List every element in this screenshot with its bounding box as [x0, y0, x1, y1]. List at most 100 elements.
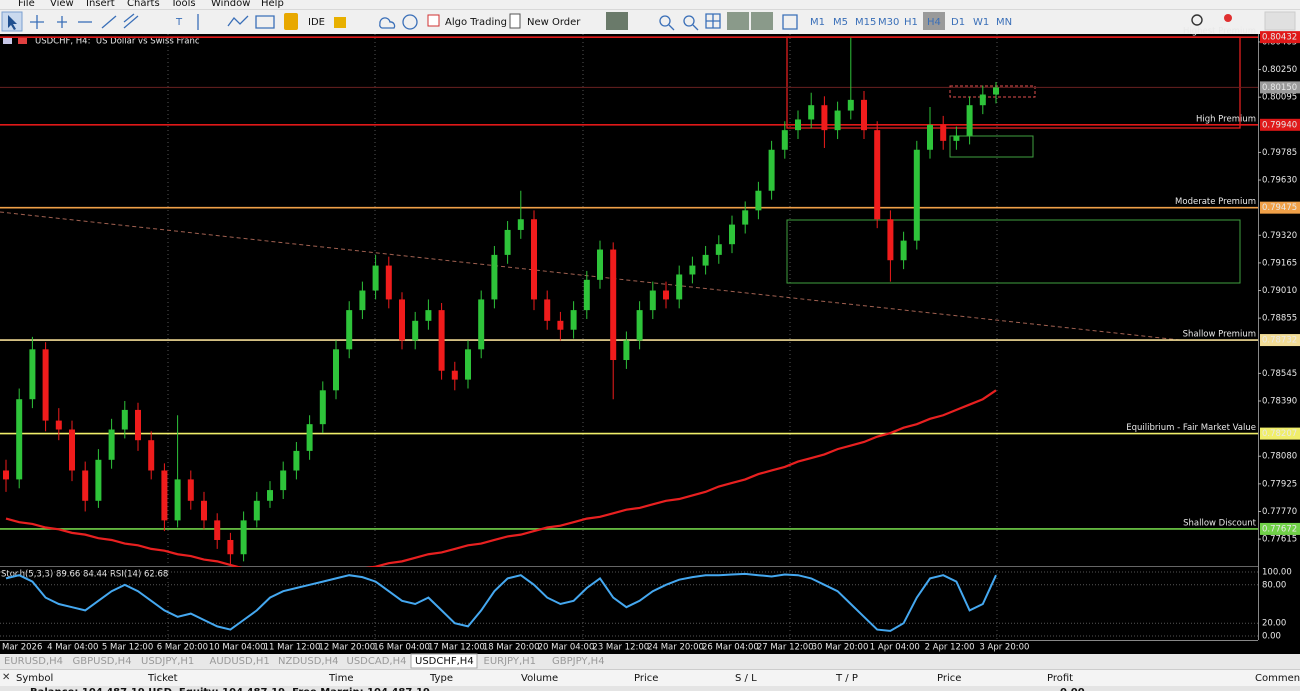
chart-tab[interactable]: AUDUSD,H1	[210, 656, 270, 667]
toolbox	[0, 669, 1300, 691]
chart-tab[interactable]: EURUSD,H4	[4, 656, 63, 667]
menu-item[interactable]: Insert	[86, 0, 115, 9]
chart-tab[interactable]: NZDUSD,H4	[278, 656, 338, 667]
timeframe-button[interactable]: M30	[878, 17, 899, 28]
x-tick-label: 5 Mar 12:00	[102, 643, 153, 653]
column-header[interactable]: S / L	[735, 673, 757, 684]
chart-type[interactable]	[727, 12, 749, 30]
y-tick-label: 0.78855	[1262, 314, 1297, 324]
chart-type-active[interactable]	[606, 12, 628, 30]
candle-body	[847, 99, 854, 111]
timeframe-button[interactable]: H4	[927, 17, 941, 28]
candle-body	[69, 429, 75, 471]
timeframe-button[interactable]: M1	[810, 17, 825, 28]
candle-body	[399, 299, 405, 341]
column-header[interactable]: Time	[328, 673, 353, 684]
column-header[interactable]: Profit	[1047, 673, 1073, 684]
menu-item[interactable]: Window	[211, 0, 250, 9]
small-zone	[949, 135, 1034, 158]
level-price: 0.78207	[1262, 429, 1297, 439]
candle-body	[491, 254, 498, 300]
column-header[interactable]: Price	[634, 673, 658, 684]
main-plot	[0, 36, 1258, 567]
price-tag	[1260, 522, 1300, 535]
timeframe-button[interactable]: W1	[973, 17, 989, 28]
candle-body	[3, 470, 9, 480]
candle-body	[55, 420, 62, 430]
menu-item[interactable]: Help	[261, 0, 284, 9]
chart-tab[interactable]: USDCHF,H4	[415, 656, 474, 667]
chart-area	[0, 34, 1300, 654]
top-bars	[0, 0, 1300, 34]
candle-body	[372, 265, 379, 291]
search-box[interactable]	[1264, 11, 1296, 31]
candle-body	[663, 290, 669, 300]
toolbar-button[interactable]: New Order	[527, 17, 581, 28]
notification-badge[interactable]	[1224, 14, 1232, 22]
level-name: Highest Premium	[1183, 27, 1256, 37]
column-header[interactable]: T / P	[835, 673, 858, 684]
chart-tab[interactable]: USDCAD,H4	[347, 656, 407, 667]
chart-tab[interactable]: GBPUSD,H4	[73, 656, 132, 667]
entry-zone	[949, 85, 1036, 98]
candle-body	[610, 249, 617, 361]
column-header[interactable]: Symbol	[16, 673, 53, 684]
timeframe-button[interactable]: D1	[951, 17, 965, 28]
text-tool[interactable]: T	[175, 17, 183, 28]
candle-body	[583, 279, 590, 311]
stoch-line	[5, 572, 997, 632]
toolbar-button[interactable]: IDE	[308, 17, 325, 28]
active-timeframe[interactable]	[923, 12, 945, 30]
menu-item[interactable]: Tools	[170, 0, 196, 9]
candle-body	[755, 190, 762, 211]
x-tick-label: 30 Mar 20:00	[812, 643, 869, 653]
candle-body	[742, 210, 749, 225]
candle-body	[478, 299, 485, 350]
chart-tab[interactable]: EURJPY,H1	[484, 656, 537, 667]
chart-type[interactable]	[751, 12, 773, 30]
x-tick-label: 12 Mar 20:00	[318, 643, 375, 653]
search-icon[interactable]	[1191, 14, 1203, 26]
menu-item[interactable]: Charts	[127, 0, 160, 9]
candle-body	[148, 440, 155, 471]
coin-icon[interactable]	[284, 13, 298, 30]
candle-body	[16, 399, 23, 480]
timeframe-button[interactable]: M5	[833, 17, 848, 28]
menu-item[interactable]: File	[18, 0, 35, 9]
column-header[interactable]: Comment	[1255, 673, 1300, 684]
y-tick-label: 0.77770	[1262, 507, 1297, 517]
toolbar-button[interactable]: Algo Trading	[445, 17, 507, 28]
column-header[interactable]: Ticket	[147, 673, 178, 684]
y-tick-label: 0.78080	[1262, 452, 1297, 462]
candle-body	[623, 340, 630, 361]
algo-icon	[427, 14, 440, 27]
candle-body	[412, 320, 419, 341]
separator	[0, 9, 1300, 10]
candle-body	[306, 424, 313, 451]
active-tab	[410, 653, 478, 669]
price-tag	[1260, 201, 1300, 214]
x-tick-label: 4 Mar 04:00	[47, 643, 98, 653]
menu-item[interactable]: View	[50, 0, 74, 9]
candle-body	[333, 349, 339, 391]
timeframe-button[interactable]: H1	[904, 17, 918, 28]
candle-body	[187, 479, 194, 501]
close-button[interactable]: ✕	[2, 672, 10, 683]
chart-tab[interactable]: GBPJPY,H4	[552, 656, 605, 667]
column-header[interactable]: Volume	[521, 673, 558, 684]
timeframe-button[interactable]: MN	[996, 17, 1012, 28]
candle-body	[768, 149, 775, 191]
column-header[interactable]: Price	[937, 673, 961, 684]
lock-icon[interactable]	[334, 17, 346, 28]
candle-body	[597, 249, 603, 280]
flag-icon	[3, 37, 12, 44]
x-tick-label: 23 Mar 12:00	[592, 643, 649, 653]
candle-body	[293, 450, 300, 471]
column-header[interactable]: Type	[429, 673, 453, 684]
x-tick-label: Mar 2026	[2, 643, 42, 653]
profit-text: 0.00	[1060, 687, 1085, 691]
chart-tab[interactable]: USDJPY,H1	[141, 656, 194, 667]
timeframe-button[interactable]: M15	[855, 17, 876, 28]
y-tick-label: 0.77615	[1262, 535, 1297, 545]
candle-body	[940, 124, 947, 141]
